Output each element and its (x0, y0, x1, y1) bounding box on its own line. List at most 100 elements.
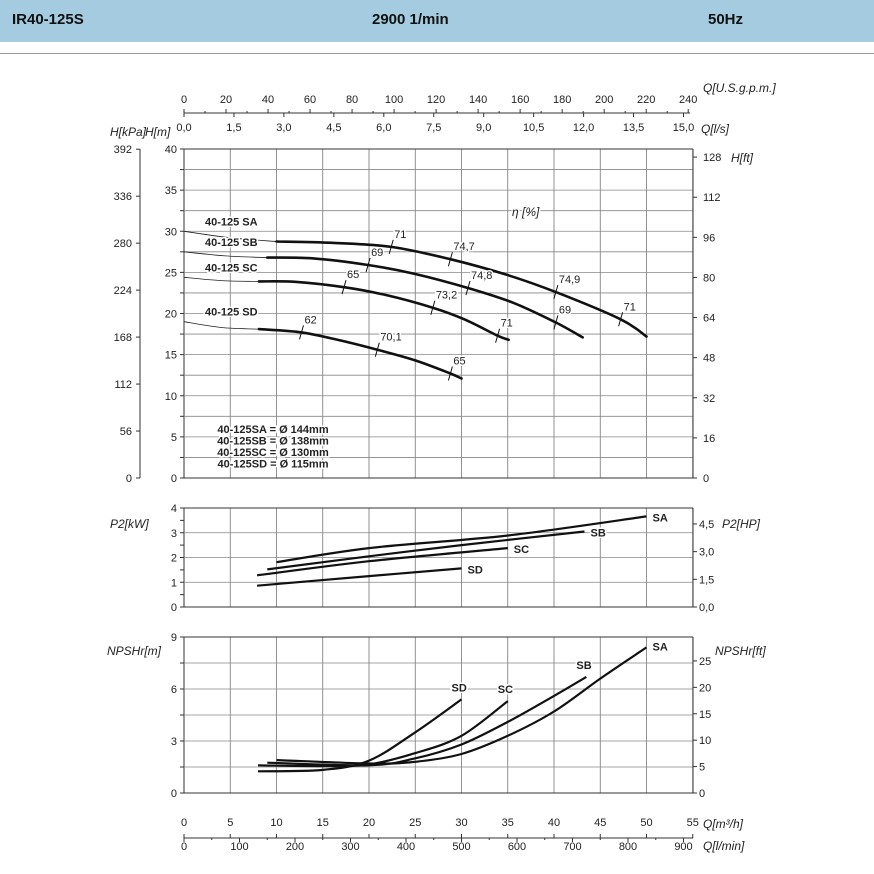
gpm-tick-label: 240 (679, 94, 697, 106)
ls-tick-label: 1,5 (226, 122, 241, 134)
ls-tick-label: 6,0 (376, 122, 391, 134)
npsh-ft-tick-label: 25 (699, 656, 711, 668)
gpm-tick-label: 0 (181, 94, 187, 106)
gpm-tick-label: 40 (262, 94, 274, 106)
m3h-tick-label: 40 (548, 817, 560, 829)
model-title: IR40-125S (12, 11, 84, 28)
m3h-tick-label: 45 (594, 817, 606, 829)
head-curve-40-125-sc (257, 280, 510, 342)
efficiency-label: 73,2 (436, 290, 457, 302)
npsh-ft-axis-title: NPSHr[ft] (715, 644, 766, 658)
head-curve-extension-0 (183, 230, 277, 242)
npsh-m-tick-label: 9 (171, 632, 177, 644)
efficiency-axis-title: η [%] (512, 205, 540, 219)
head-curve-label: 40-125 SB (205, 237, 258, 249)
efficiency-tick-mark (447, 252, 453, 267)
h-ft-tick-label: 0 (703, 473, 709, 485)
m3h-tick-label: 55 (687, 817, 699, 829)
m3h-tick-label: 30 (455, 817, 467, 829)
m3h-tick-label: 15 (317, 817, 329, 829)
header-divider (0, 53, 874, 54)
gpm-axis-title: Q[U.S.g.p.m.] (703, 81, 776, 95)
h-ft-tick-label: 112 (703, 192, 721, 204)
h-ft-tick-label: 48 (703, 353, 715, 365)
h-kpa-axis-title: H[kPa] (110, 125, 147, 139)
h-kpa-tick-label: 112 (114, 379, 132, 391)
m3h-tick-label: 35 (502, 817, 514, 829)
p2-hp-tick-label: 0,0 (699, 602, 714, 614)
efficiency-tick-mark (430, 300, 436, 315)
h-m-tick-label: 15 (165, 350, 177, 362)
ls-tick-label: 0,0 (176, 122, 191, 134)
head-curve-extension-2 (183, 276, 259, 282)
efficiency-label: 74,7 (453, 241, 474, 253)
h-ft-tick-label: 128 (703, 152, 721, 164)
gpm-tick-label: 160 (511, 94, 529, 106)
efficiency-tick-mark (495, 328, 501, 343)
m3h-tick-label: 10 (270, 817, 282, 829)
diameter-legend-entry: 40-125SA = Ø 144mm (217, 424, 328, 436)
h-kpa-tick-label: 56 (120, 426, 132, 438)
p2-kw-tick-label: 3 (171, 528, 177, 540)
head-curve-extension-1 (183, 251, 268, 258)
ls-tick-label: 13,5 (623, 122, 644, 134)
lmin-tick-label: 200 (286, 841, 304, 853)
lmin-tick-label: 400 (397, 841, 415, 853)
head-curve-label: 40-125 SC (205, 262, 258, 274)
efficiency-label: 71 (394, 229, 406, 241)
npsh-m-tick-label: 3 (171, 736, 177, 748)
efficiency-label: 74,8 (471, 270, 492, 282)
npsh-curve-sc (257, 700, 509, 768)
h-ft-tick-label: 16 (703, 433, 715, 445)
head-curve-label: 40-125 SA (205, 216, 258, 228)
head-curve-40-125-sb (266, 256, 584, 339)
power-curve-label: SD (468, 564, 483, 576)
h-m-tick-label: 25 (165, 267, 177, 279)
npsh-curve-sd (257, 698, 463, 773)
h-ft-tick-label: 80 (703, 272, 715, 284)
efficiency-tick-mark (465, 280, 471, 296)
power-curve-label: SC (514, 544, 529, 556)
h-m-tick-label: 5 (171, 432, 177, 444)
lmin-tick-label: 600 (508, 841, 526, 853)
ls-tick-label: 9,0 (476, 122, 491, 134)
efficiency-tick-mark (365, 257, 371, 273)
speed-label: 2900 1/min (372, 11, 449, 28)
lmin-tick-label: 300 (341, 841, 359, 853)
h-m-tick-label: 0 (171, 473, 177, 485)
npsh-ft-tick-label: 15 (699, 709, 711, 721)
power-curve-sc (256, 547, 508, 577)
npsh-ft-tick-label: 20 (699, 682, 711, 694)
h-m-tick-label: 35 (165, 185, 177, 197)
efficiency-label: 70,1 (380, 332, 401, 344)
gpm-tick-label: 220 (637, 94, 655, 106)
gpm-tick-label: 140 (469, 94, 487, 106)
lmin-tick-label: 700 (563, 841, 581, 853)
ls-tick-label: 15,0 (673, 122, 694, 134)
h-kpa-tick-label: 224 (114, 285, 132, 297)
power-curve-label: SB (591, 528, 606, 540)
gpm-tick-label: 120 (427, 94, 445, 106)
header-bar: IR40-125S 2900 1/min 50Hz (0, 0, 874, 42)
power-curve-label: SA (653, 512, 668, 524)
efficiency-tick-mark (618, 312, 624, 327)
lmin-tick-label: 900 (674, 841, 692, 853)
ls-tick-label: 3,0 (276, 122, 291, 134)
h-ft-axis-title: H[ft] (731, 151, 754, 165)
gpm-tick-label: 60 (304, 94, 316, 106)
npsh-m-tick-label: 6 (171, 684, 177, 696)
efficiency-label: 74,9 (559, 274, 580, 286)
p2-kw-tick-label: 4 (171, 503, 177, 515)
ls-tick-label: 7,5 (426, 122, 441, 134)
gpm-tick-label: 100 (385, 94, 403, 106)
efficiency-tick-mark (341, 280, 347, 295)
efficiency-label: 65 (347, 269, 359, 281)
frequency-label: 50Hz (708, 11, 744, 28)
efficiency-label: 71 (624, 301, 636, 313)
efficiency-tick-mark (553, 315, 559, 330)
npsh-curve-label: SD (452, 682, 467, 694)
npsh-m-tick-label: 0 (171, 788, 177, 800)
lmin-tick-label: 800 (619, 841, 637, 853)
h-kpa-tick-label: 280 (114, 238, 132, 250)
